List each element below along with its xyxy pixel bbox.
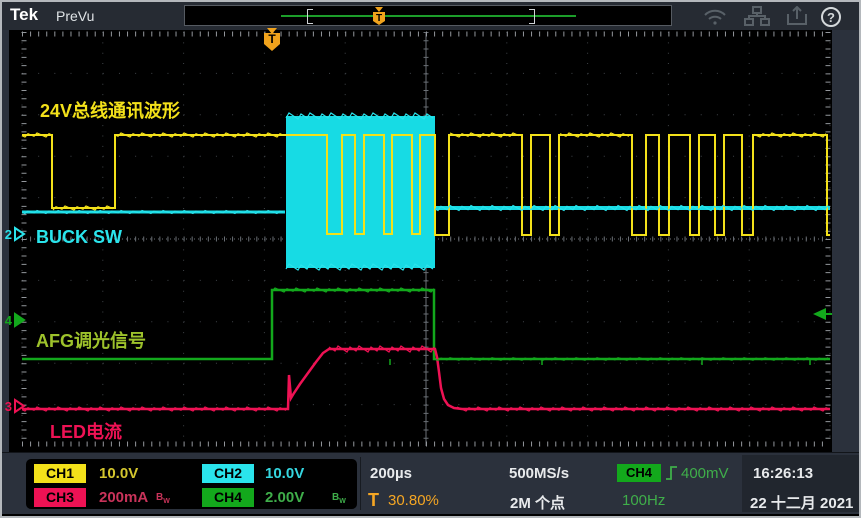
ch1-waveform-label: 24V总线通讯波形 <box>40 101 181 121</box>
ch3-scale-value: 200mA <box>99 489 149 506</box>
record-view-waveform <box>281 15 576 17</box>
ch2-scale-value: 10.0V <box>265 465 305 482</box>
svg-text:T: T <box>376 13 382 24</box>
right-bezel <box>832 30 859 452</box>
ch4-scale-value: 2.00V <box>265 489 305 506</box>
export-icon[interactable] <box>786 5 810 31</box>
help-glyph: ? <box>827 10 835 25</box>
trace-noise <box>21 406 287 412</box>
ch4-position-marker[interactable]: 4 <box>3 312 26 328</box>
record-view-bar[interactable]: T <box>184 5 672 26</box>
trace-noise <box>753 132 827 138</box>
trace-noise <box>434 357 829 361</box>
divider <box>360 457 361 510</box>
zoom-window-left-bracket[interactable] <box>307 9 313 24</box>
sample-rate-value: 500MS/s <box>509 465 570 482</box>
rising-edge-icon <box>666 466 677 480</box>
wifi-icon[interactable] <box>702 6 728 31</box>
trigger-level-arrow[interactable] <box>810 307 832 328</box>
trace-noise <box>271 287 435 293</box>
trigger-frequency-value: 100Hz <box>622 492 666 509</box>
help-icon[interactable]: ? <box>820 6 842 33</box>
channel-readout-box: CH1 10.0V CH2 10.0V CH3 200mA BW CH4 2.0… <box>26 459 357 509</box>
clock-time: 16:26:13 <box>753 465 814 482</box>
ch2-switching-burst <box>286 116 435 268</box>
trace-noise <box>285 263 434 271</box>
trace-noise <box>285 112 434 120</box>
trace-noise <box>434 204 829 212</box>
ch1-24v-bus <box>22 134 830 236</box>
ch3-led-current <box>22 347 830 411</box>
trace-noise <box>21 209 284 215</box>
acquisition-mode-label: PreVu <box>56 8 95 24</box>
ch2-waveform-label: BUCK SW <box>36 227 122 247</box>
trace-noise <box>456 406 830 412</box>
clock-date: 22 十二月 2021 <box>750 495 854 512</box>
ch4-badge: CH4 <box>202 488 254 507</box>
ch4-bandwidth-icon: BW <box>332 492 346 505</box>
trace-noise <box>328 345 435 353</box>
trigger-level-value: 400mV <box>681 465 729 482</box>
ch2-position-marker[interactable]: 2 <box>3 226 26 242</box>
trace-noise <box>52 205 114 211</box>
trace-noise <box>114 132 284 138</box>
trigger-position-flag[interactable]: T <box>262 28 282 57</box>
trigger-t-letter: T <box>368 490 379 510</box>
trace-noise <box>449 132 520 138</box>
ch2-badge: CH2 <box>202 464 254 483</box>
ch4-waveform-label: AFG调光信号 <box>36 331 146 351</box>
ch3-badge: CH3 <box>34 488 86 507</box>
trigger-position-percent: 30.80% <box>388 492 439 509</box>
ch3-bandwidth-icon: BW <box>156 492 170 505</box>
left-bezel <box>2 30 9 452</box>
network-icon[interactable] <box>744 6 770 31</box>
trace-noise <box>559 132 630 138</box>
trigger-flag-letter: T <box>268 32 276 46</box>
trace-noise <box>21 132 53 138</box>
timebase-value: 200µs <box>370 465 413 482</box>
ch1-badge: CH1 <box>34 464 86 483</box>
zoom-window-right-bracket[interactable] <box>529 9 535 24</box>
tek-logo: Tek <box>10 5 39 24</box>
ch1-scale-value: 10.0V <box>99 465 139 482</box>
datetime-panel: 16:26:13 22 十二月 2021 <box>742 455 859 512</box>
record-trigger-flag[interactable]: T <box>371 6 387 31</box>
status-bar: CH1 10.0V CH2 10.0V CH3 200mA BW CH4 2.0… <box>2 452 859 514</box>
ch3-waveform-label: LED电流 <box>50 422 122 442</box>
ch3-position-marker[interactable]: 3 <box>3 398 26 414</box>
trigger-source-badge: CH4 <box>617 464 661 482</box>
top-bar: Tek PreVu T <box>2 2 859 30</box>
record-length-value: 2M 个点 <box>510 495 566 512</box>
